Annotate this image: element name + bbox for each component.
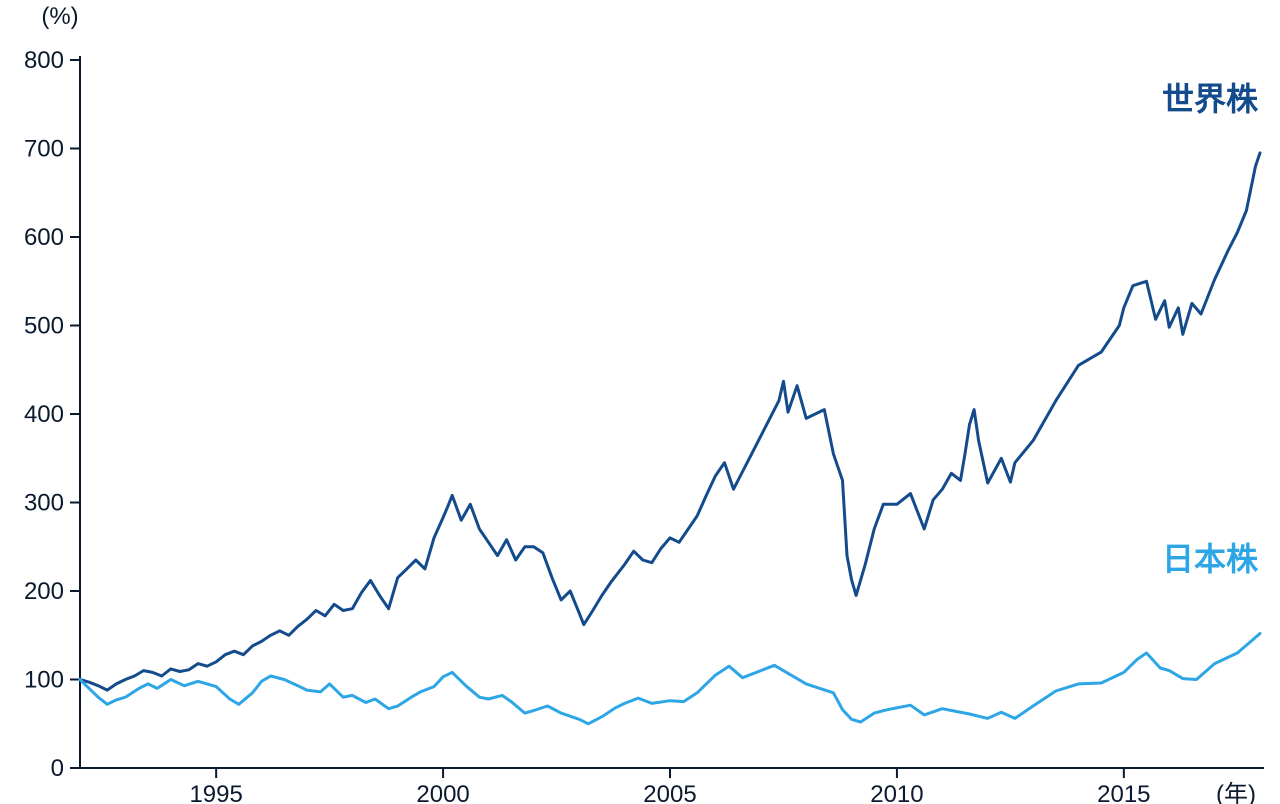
- chart-svg: 0 100 200 300 400 500 600 700 800 1995 2000 2005 20…: [0, 0, 1280, 804]
- y-tick-label: 400: [24, 401, 64, 428]
- y-tick-label: 300: [24, 490, 64, 517]
- series-line-world: [80, 153, 1260, 690]
- stock-comparison-chart: 0 100 200 300 400 500 600 700 800 1995 2000 2005 20…: [0, 0, 1280, 804]
- x-tick-label: 2015: [1097, 781, 1150, 804]
- y-tick-label: 100: [24, 667, 64, 694]
- x-tick-label: 2010: [870, 781, 923, 804]
- y-tick-label: 800: [24, 47, 64, 74]
- y-tick-label: 500: [24, 313, 64, 340]
- x-tick-label: 1995: [189, 781, 242, 804]
- series-line-japan: [80, 634, 1260, 724]
- series-labels: 世界株日本株: [1162, 81, 1259, 577]
- series-label-japan: 日本株: [1162, 541, 1259, 577]
- y-tick-label: 0: [51, 755, 64, 782]
- x-axis-unit: (年): [1216, 781, 1256, 804]
- x-tick-label: 2000: [416, 781, 469, 804]
- y-ticks: 0 100 200 300 400 500 600 700 800: [24, 47, 80, 782]
- x-ticks: 1995 2000 2005 2010 2015: [189, 768, 1150, 804]
- y-tick-label: 200: [24, 578, 64, 605]
- y-tick-label: 700: [24, 136, 64, 163]
- y-tick-label: 600: [24, 224, 64, 251]
- x-tick-label: 2005: [643, 781, 696, 804]
- series-group: [80, 153, 1260, 724]
- y-axis-unit: (%): [41, 3, 78, 30]
- series-label-world: 世界株: [1162, 81, 1259, 117]
